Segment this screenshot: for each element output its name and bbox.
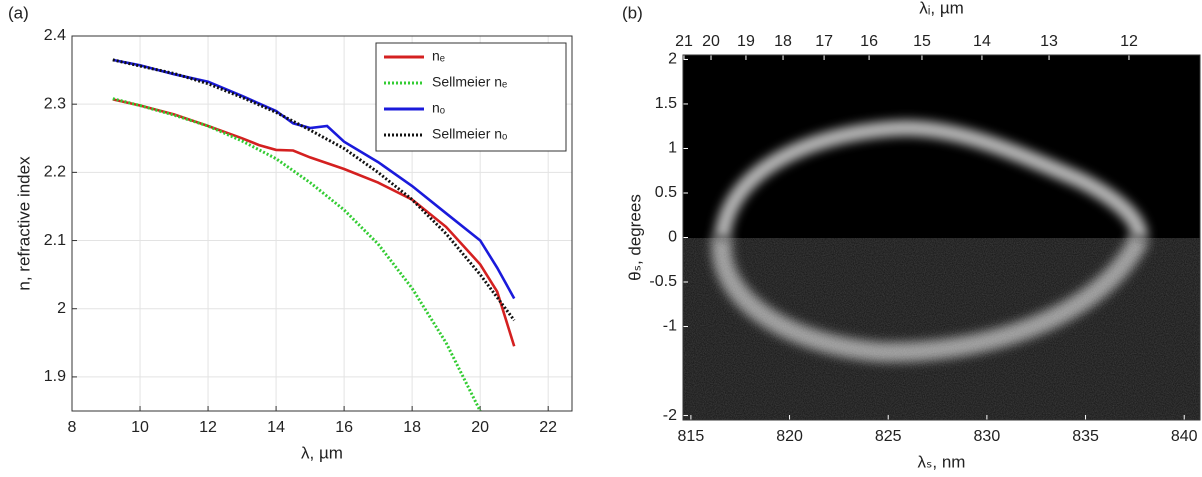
y-tick-label: -1 <box>663 318 677 335</box>
x2-tick-label: 20 <box>702 33 720 50</box>
panel-a: 8 10 12 14 16 18 20 22 1.9 2 2.1 2.2 2.3 2.4 λ, µm n, r… <box>8 3 573 462</box>
legend-label: nₒ <box>432 100 445 116</box>
y-tick-label: 1 <box>668 140 677 157</box>
x-tick-label: 830 <box>974 428 1001 445</box>
x-tick-label: 18 <box>403 419 421 436</box>
x-tick-label: 14 <box>267 419 285 436</box>
x-tick-label: 815 <box>678 428 705 445</box>
y-tick-label: 0.5 <box>655 184 677 201</box>
x2-tick-label: 18 <box>774 33 792 50</box>
panel-b: 815 820 825 830 835 840 2 1.5 1 0.5 0 -0.5 -1 -2 21 20 1… <box>622 0 1201 471</box>
y-axis-label: n, refractive index <box>14 156 33 291</box>
x2-tick-label: 21 <box>675 33 693 50</box>
y-tick-label: 2.2 <box>44 164 66 181</box>
image-noise <box>683 238 1200 420</box>
y-tick-label: 2.4 <box>44 27 66 44</box>
x2-tick-label: 12 <box>1120 33 1138 50</box>
y-tick-label: 1.5 <box>655 95 677 112</box>
legend-label: nₑ <box>432 48 445 64</box>
image-panel <box>683 55 1200 420</box>
panel-label: (a) <box>8 3 29 22</box>
y-tick-label: 2 <box>57 300 66 317</box>
x-tick-label: 16 <box>335 419 353 436</box>
x-tick-label: 840 <box>1171 428 1198 445</box>
y-tick-label: 2.3 <box>44 95 66 112</box>
x-tick-label: 825 <box>875 428 902 445</box>
legend-label: Sellmeier nₑ <box>432 74 507 90</box>
y-tick-label: -0.5 <box>649 273 677 290</box>
x2-tick-label: 13 <box>1040 33 1058 50</box>
legend-label: Sellmeier nₒ <box>432 126 507 142</box>
x-axis-label: λₛ, nm <box>918 452 966 471</box>
x2-axis-label: λᵢ, µm <box>919 0 964 17</box>
legend-box <box>375 42 567 152</box>
x-tick-label: 820 <box>776 428 803 445</box>
x2-tick-label: 16 <box>860 33 878 50</box>
series-line <box>112 97 482 411</box>
y-tick-label: 0 <box>668 229 677 246</box>
plot-frame <box>71 35 573 412</box>
x-tick-label: 10 <box>131 419 149 436</box>
ring-upper <box>714 119 1148 240</box>
x-tick-label: 20 <box>471 419 489 436</box>
x2-tick-label: 14 <box>973 33 991 50</box>
x-tick-label: 835 <box>1072 428 1099 445</box>
x-tick-label: 12 <box>199 419 217 436</box>
plot-frame <box>682 54 1201 421</box>
y-tick-label: 2 <box>668 51 677 68</box>
x2-tick-label: 15 <box>913 33 931 50</box>
y-axis-label: θₛ, degrees <box>625 194 644 281</box>
x2-tick-label: 19 <box>737 33 755 50</box>
x2-tick-label: 17 <box>815 33 833 50</box>
y-tick-label: -2 <box>663 407 677 424</box>
x-axis-label: λ, µm <box>301 443 343 462</box>
panel-label: (b) <box>622 3 643 22</box>
x-tick-label: 8 <box>68 419 77 436</box>
y-tick-label: 2.1 <box>44 232 66 249</box>
y-tick-label: 1.9 <box>44 368 66 385</box>
x-tick-label: 22 <box>539 419 557 436</box>
